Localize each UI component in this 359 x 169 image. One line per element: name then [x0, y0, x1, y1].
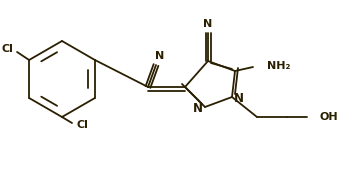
Text: Cl: Cl: [76, 120, 88, 130]
Text: N: N: [155, 51, 165, 61]
Text: N: N: [234, 92, 244, 105]
Text: OH: OH: [319, 112, 337, 122]
Text: Cl: Cl: [1, 44, 13, 54]
Text: N: N: [193, 103, 203, 115]
Text: N: N: [204, 19, 213, 29]
Text: NH₂: NH₂: [267, 61, 290, 71]
